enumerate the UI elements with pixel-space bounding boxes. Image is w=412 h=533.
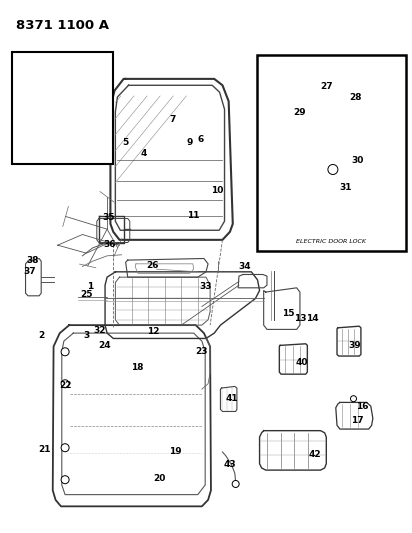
Text: 1: 1 bbox=[87, 282, 94, 291]
Text: 9: 9 bbox=[186, 139, 193, 147]
Text: 32: 32 bbox=[94, 326, 106, 335]
Text: 22: 22 bbox=[59, 381, 71, 390]
Circle shape bbox=[351, 395, 356, 402]
Circle shape bbox=[61, 379, 69, 388]
Text: 33: 33 bbox=[200, 282, 212, 291]
Text: 24: 24 bbox=[99, 341, 111, 350]
Text: 17: 17 bbox=[351, 416, 364, 424]
Text: 10: 10 bbox=[211, 187, 224, 195]
Text: 3: 3 bbox=[83, 332, 90, 340]
Text: 21: 21 bbox=[38, 445, 51, 454]
Text: 31: 31 bbox=[340, 183, 352, 192]
Text: 29: 29 bbox=[294, 109, 306, 117]
Circle shape bbox=[232, 480, 239, 488]
Text: 2: 2 bbox=[38, 332, 44, 340]
Text: 36: 36 bbox=[103, 240, 115, 248]
Text: 20: 20 bbox=[154, 474, 166, 483]
Text: 8371 1100 A: 8371 1100 A bbox=[16, 19, 110, 31]
Text: 6: 6 bbox=[198, 135, 204, 144]
Text: 37: 37 bbox=[23, 268, 36, 276]
Text: 30: 30 bbox=[351, 157, 364, 165]
Text: 42: 42 bbox=[309, 450, 321, 458]
Text: 13: 13 bbox=[295, 314, 307, 323]
Text: 16: 16 bbox=[356, 402, 369, 410]
Bar bbox=[12, 52, 113, 164]
Text: 14: 14 bbox=[306, 314, 318, 323]
Text: 7: 7 bbox=[170, 116, 176, 124]
Text: 18: 18 bbox=[131, 364, 143, 372]
Text: 43: 43 bbox=[224, 461, 236, 469]
Bar bbox=[257, 55, 406, 251]
Text: 15: 15 bbox=[282, 309, 295, 318]
Text: 39: 39 bbox=[349, 341, 361, 350]
Circle shape bbox=[328, 165, 338, 174]
Circle shape bbox=[61, 443, 69, 452]
Circle shape bbox=[61, 475, 69, 484]
Text: 5: 5 bbox=[122, 138, 129, 147]
Text: 11: 11 bbox=[187, 212, 199, 220]
Text: 27: 27 bbox=[321, 82, 333, 91]
Text: 26: 26 bbox=[146, 261, 159, 270]
Text: 41: 41 bbox=[225, 394, 238, 403]
Text: 35: 35 bbox=[102, 213, 115, 222]
Text: 12: 12 bbox=[147, 327, 160, 336]
Text: 28: 28 bbox=[349, 93, 362, 101]
Circle shape bbox=[61, 348, 69, 356]
Text: 23: 23 bbox=[195, 348, 207, 356]
Text: 19: 19 bbox=[169, 448, 181, 456]
Text: 38: 38 bbox=[26, 256, 38, 264]
Text: 34: 34 bbox=[238, 262, 250, 271]
Text: 4: 4 bbox=[141, 149, 147, 158]
Text: 25: 25 bbox=[80, 290, 93, 299]
Text: ELECTRIC DOOR LOCK: ELECTRIC DOOR LOCK bbox=[296, 239, 366, 244]
Text: 40: 40 bbox=[296, 358, 308, 367]
